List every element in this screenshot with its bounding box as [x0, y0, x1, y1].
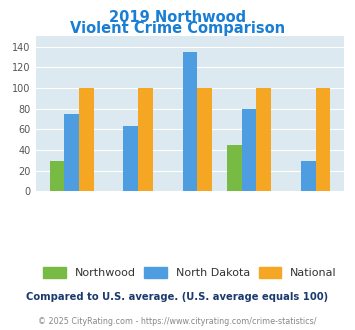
Text: 2019 Northwood: 2019 Northwood [109, 10, 246, 25]
Bar [64, 114, 79, 191]
Bar [79, 88, 94, 191]
Text: Violent Crime Comparison: Violent Crime Comparison [70, 21, 285, 36]
Bar [227, 145, 242, 191]
Bar [242, 109, 256, 191]
Bar [124, 126, 138, 191]
Text: © 2025 CityRating.com - https://www.cityrating.com/crime-statistics/: © 2025 CityRating.com - https://www.city… [38, 317, 317, 326]
Bar [316, 88, 330, 191]
Bar [182, 52, 197, 191]
Bar [256, 88, 271, 191]
Text: Compared to U.S. average. (U.S. average equals 100): Compared to U.S. average. (U.S. average … [26, 292, 329, 302]
Bar [50, 161, 64, 191]
Bar [301, 161, 316, 191]
Bar [138, 88, 153, 191]
Legend: Northwood, North Dakota, National: Northwood, North Dakota, National [39, 262, 341, 282]
Bar [197, 88, 212, 191]
